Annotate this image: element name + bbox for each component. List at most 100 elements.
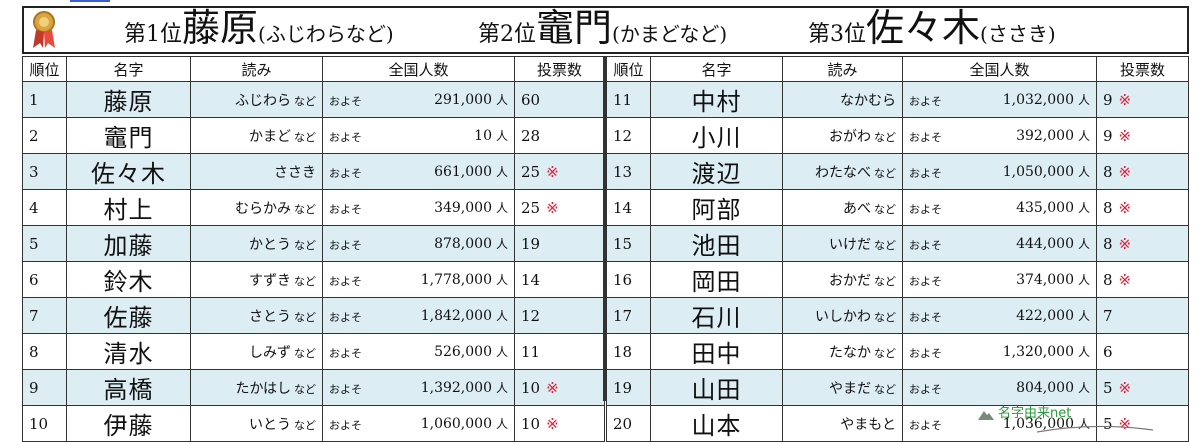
surname-cell: 鈴木	[66, 261, 191, 298]
rank-cell: 20	[606, 405, 651, 442]
table-row: 12 小川 おがわ など およそ 392,000 人 9 ※	[606, 117, 1189, 154]
population-value: 1,032,000	[1002, 91, 1074, 108]
votes-cell: 7	[1096, 297, 1189, 334]
table-row: 10 伊藤 いとう など およそ 1,060,000 人 10 ※	[22, 405, 605, 442]
votes-cell: 10 ※	[514, 369, 605, 406]
about-label: およそ	[909, 166, 942, 180]
about-label: およそ	[329, 346, 362, 360]
reading-text: しみず	[249, 344, 291, 361]
header-rank: 順位	[606, 56, 651, 82]
logo-text: 名字由来net	[998, 406, 1072, 421]
note-mark: ※	[1118, 378, 1132, 397]
surname-cell: 阿部	[650, 189, 783, 226]
population-value: 1,778,000	[420, 271, 492, 288]
population-value: 291,000	[434, 91, 492, 108]
nado-label: など	[294, 94, 316, 108]
nado-label: など	[294, 310, 316, 324]
population-value: 1,060,000	[420, 415, 492, 432]
surname-cell: 藤原	[66, 81, 191, 118]
rank-cell: 8	[22, 333, 67, 370]
table-header-row: 順位 名字 読み 全国人数 投票数	[606, 56, 1189, 82]
rank-cell: 15	[606, 225, 651, 262]
medal-icon	[33, 11, 55, 48]
nado-label: など	[874, 310, 896, 324]
votes-cell: 25 ※	[514, 153, 605, 190]
votes-value: 8	[1103, 198, 1113, 217]
site-logo[interactable]: 名字由来net	[978, 402, 1071, 421]
reading-cell: おかだ など	[782, 261, 903, 298]
reading-text: ふじわら	[235, 92, 291, 109]
person-unit: 人	[495, 416, 508, 431]
note-mark: ※	[546, 162, 559, 181]
population-value: 392,000	[1016, 127, 1074, 144]
nado-label: など	[294, 202, 316, 216]
votes-value: 8	[1103, 162, 1113, 181]
votes-value: 14	[521, 270, 541, 289]
votes-cell: 8 ※	[1096, 225, 1189, 262]
reading-text: あべ	[843, 200, 871, 217]
rank-cell: 13	[606, 153, 651, 190]
votes-value: 9	[1103, 126, 1113, 145]
about-label: およそ	[909, 274, 942, 288]
about-label: およそ	[909, 346, 942, 360]
votes-cell: 9 ※	[1096, 81, 1189, 118]
table-row: 16 岡田 おかだ など およそ 374,000 人 8 ※	[606, 261, 1189, 298]
population-value: 374,000	[1016, 271, 1074, 288]
population-value: 878,000	[434, 235, 492, 252]
population-value: 1,320,000	[1002, 343, 1074, 360]
votes-value: 6	[1103, 342, 1113, 361]
reading-cell: いしかわ など	[782, 297, 903, 334]
reading-text: おかだ	[829, 272, 871, 289]
surname-cell: 中村	[650, 81, 783, 118]
reading-text: むらかみ	[235, 200, 291, 217]
population-cell: およそ 1,320,000 人	[902, 333, 1097, 370]
header-yomi: 読み	[190, 56, 323, 82]
about-label: およそ	[909, 130, 942, 144]
note-mark: ※	[1118, 90, 1132, 109]
header-votes: 投票数	[514, 56, 605, 82]
votes-cell: 19	[514, 225, 605, 262]
votes-cell: 8 ※	[1096, 153, 1189, 190]
votes-cell: 14	[514, 261, 605, 298]
population-value: 1,050,000	[1002, 163, 1074, 180]
rank-second: 第2位 竈門 (かまどなど)	[478, 9, 727, 48]
logo-swoosh-icon	[1036, 425, 1154, 433]
note-mark: ※	[546, 414, 559, 433]
votes-value: 11	[521, 342, 541, 361]
rank-cell: 1	[22, 81, 67, 118]
rank-first-name: 藤原	[182, 6, 259, 50]
population-cell: およそ 878,000 人	[322, 225, 515, 262]
rank-first: 第1位 藤原 (ふじわらなど)	[124, 9, 394, 48]
table-row: 17 石川 いしかわ など およそ 422,000 人 7	[606, 297, 1189, 334]
person-unit: 人	[495, 92, 508, 107]
reading-cell: さとう など	[190, 297, 323, 334]
reading-text: かとう	[249, 236, 291, 253]
nado-label: など	[874, 346, 896, 360]
votes-cell: 11	[514, 333, 605, 370]
person-unit: 人	[1077, 380, 1090, 395]
rank-cell: 9	[22, 369, 67, 406]
nado-label: など	[874, 382, 896, 396]
votes-value: 8	[1103, 270, 1113, 289]
surname-cell: 村上	[66, 189, 191, 226]
header-rank: 順位	[22, 56, 67, 82]
rank-cell: 2	[22, 117, 67, 154]
person-unit: 人	[1077, 164, 1090, 179]
reading-cell: ささき	[190, 153, 323, 190]
person-unit: 人	[495, 164, 508, 179]
votes-value: 9	[1103, 90, 1113, 109]
table-row: 19 山田 やまだ など およそ 804,000 人 5 ※	[606, 369, 1189, 406]
nado-label: など	[294, 274, 316, 288]
reading-cell: わたなべ など	[782, 153, 903, 190]
votes-cell: 8 ※	[1096, 261, 1189, 298]
rank-cell: 17	[606, 297, 651, 334]
reading-cell: かまど など	[190, 117, 323, 154]
reading-cell: むらかみ など	[190, 189, 323, 226]
person-unit: 人	[495, 272, 508, 287]
votes-value: 5	[1103, 378, 1113, 397]
nado-label: など	[294, 130, 316, 144]
table-row: 14 阿部 あべ など およそ 435,000 人 8 ※	[606, 189, 1189, 226]
table-row: 6 鈴木 すずき など およそ 1,778,000 人 14	[22, 261, 605, 298]
nado-label: など	[874, 238, 896, 252]
reading-cell: なかむら	[782, 81, 903, 118]
